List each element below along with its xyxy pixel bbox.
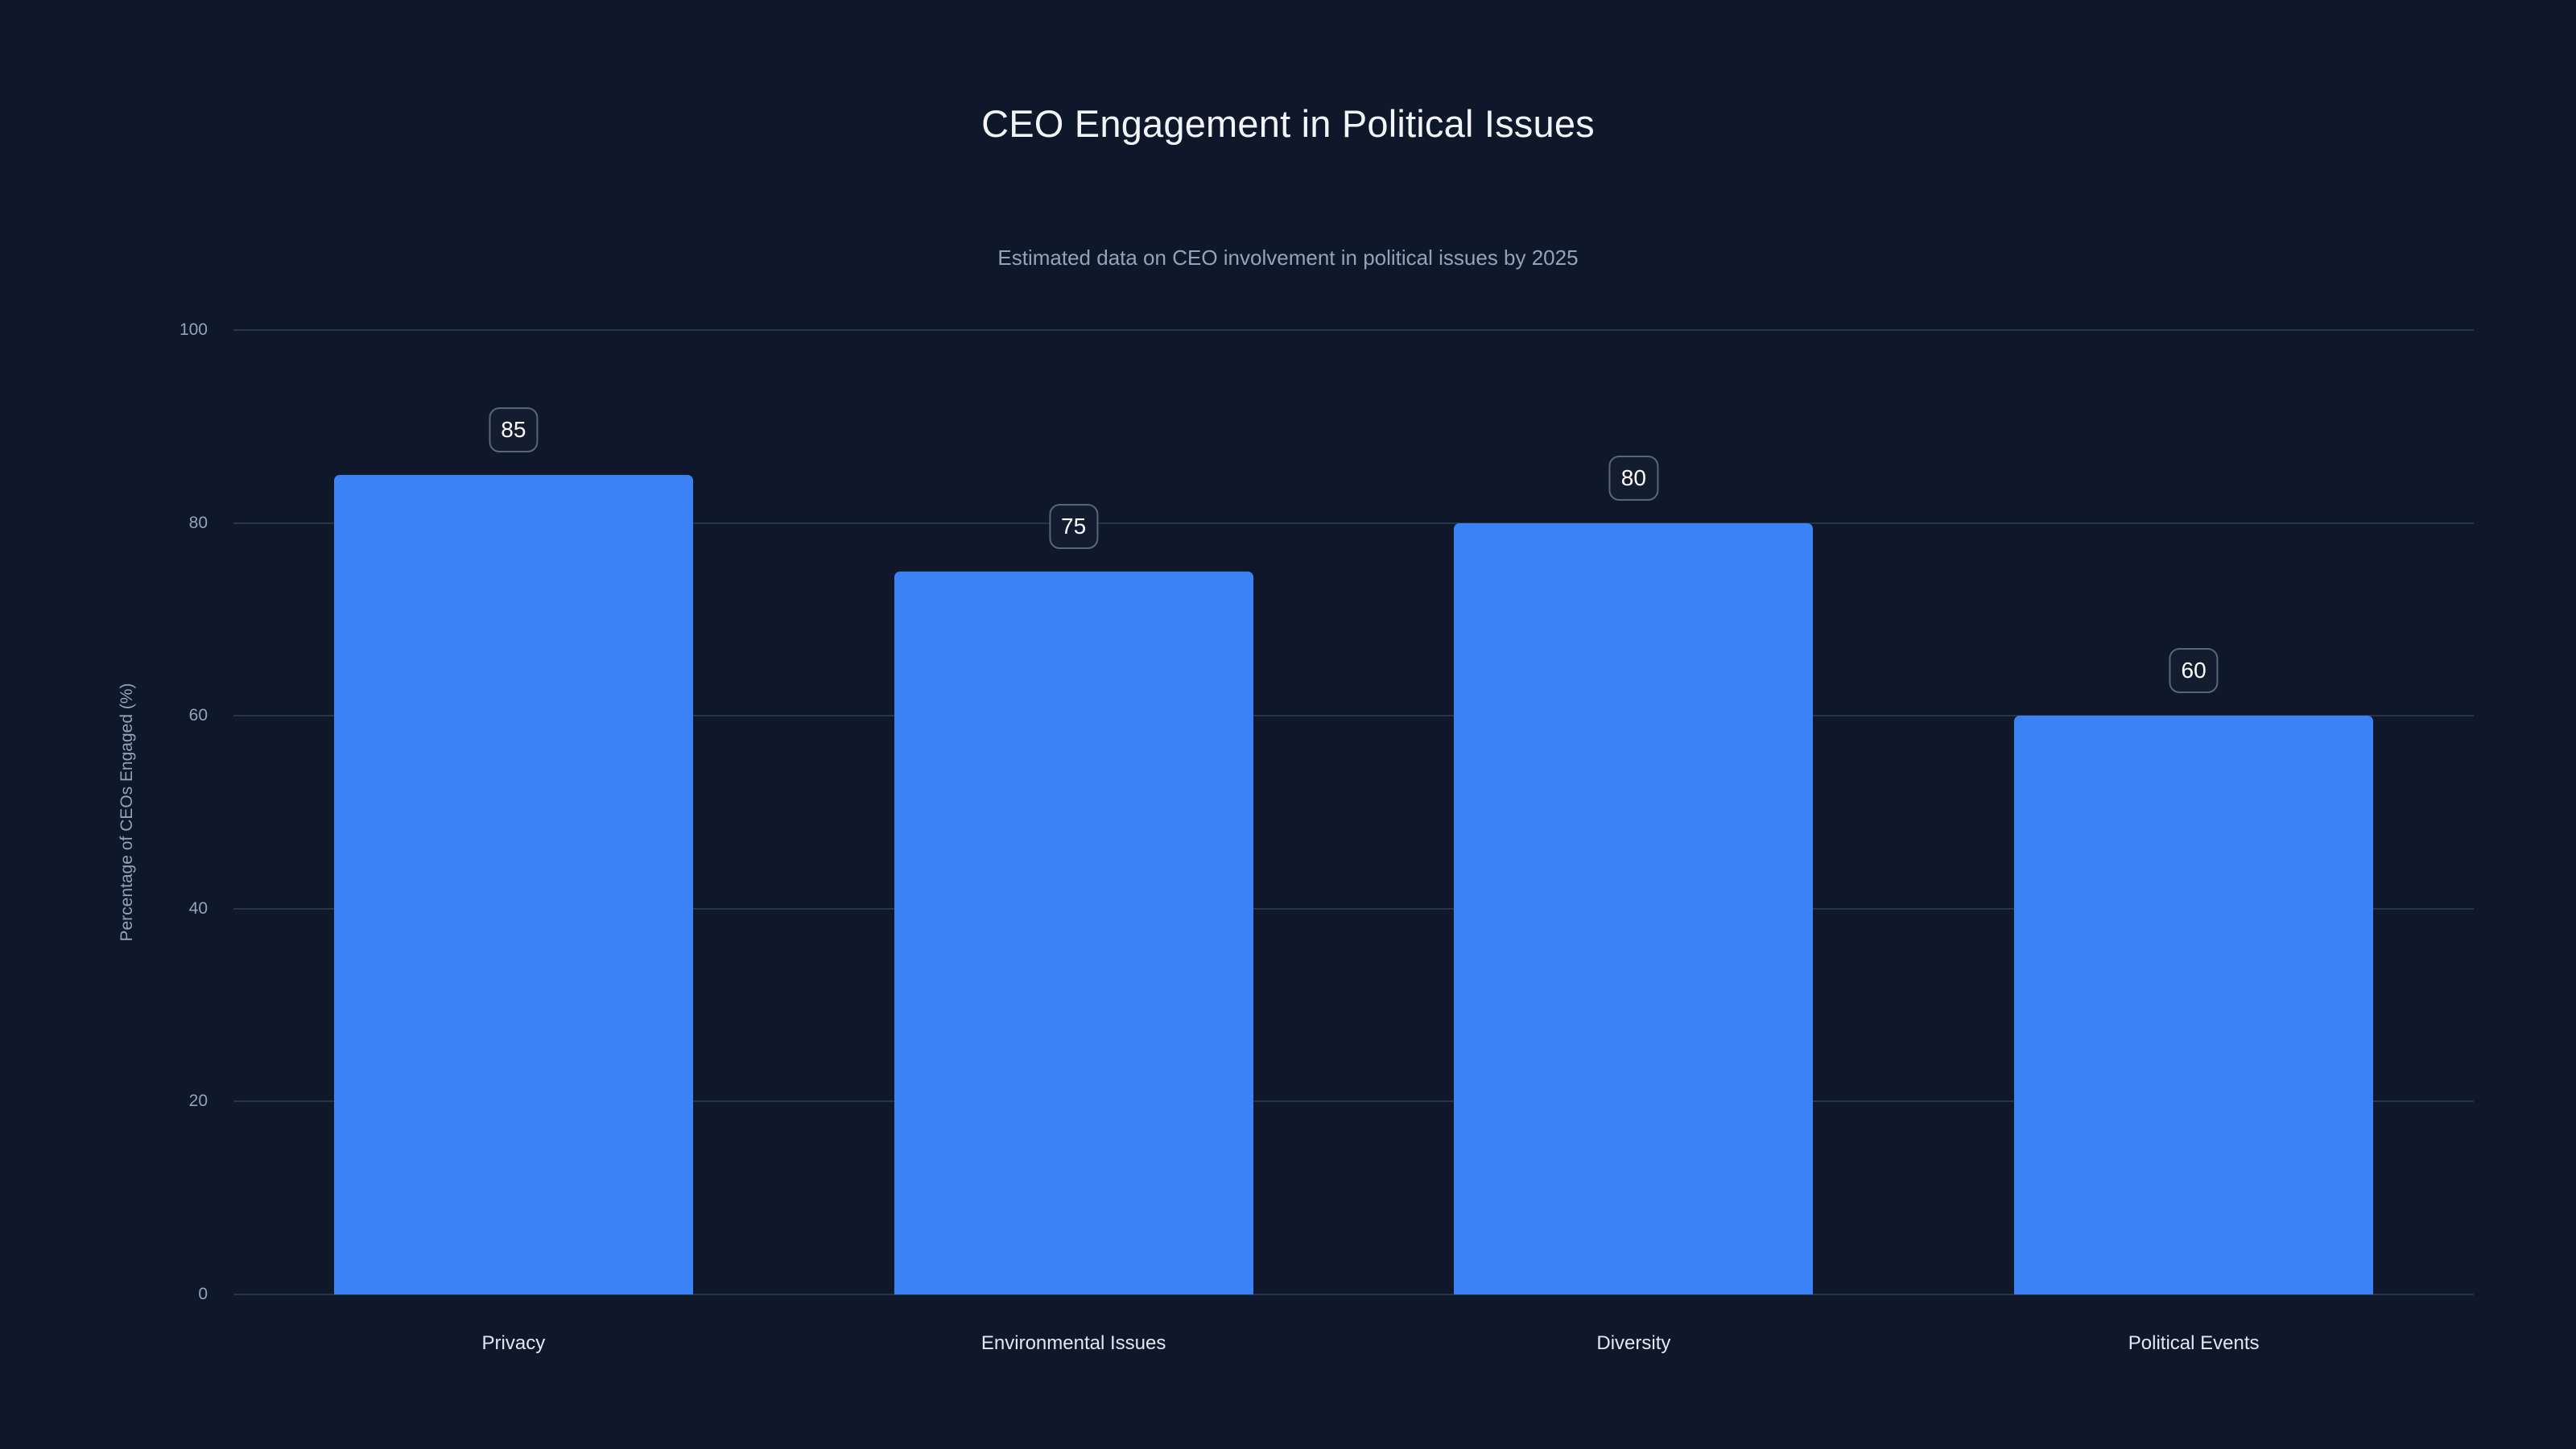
bar-value-badge: 75 — [1049, 503, 1099, 549]
gridline — [233, 329, 2474, 331]
bar-value-badge: 80 — [1608, 455, 1658, 501]
gridline — [233, 522, 2474, 524]
y-axis-tick-label: 80 — [188, 513, 208, 532]
bar[interactable] — [1454, 522, 1814, 1294]
gridline — [233, 715, 2474, 717]
y-axis-tick-label: 40 — [188, 898, 208, 918]
y-axis-tick-label: 20 — [188, 1092, 208, 1111]
bar[interactable] — [2014, 716, 2374, 1294]
y-axis-tick-label: 60 — [188, 706, 208, 725]
x-axis-tick-label: Political Events — [2128, 1332, 2260, 1354]
y-axis-tick-label: 100 — [179, 320, 208, 339]
gridline — [233, 907, 2474, 910]
chart-subtitle: Estimated data on CEO involvement in pol… — [997, 246, 1579, 270]
gridline — [233, 1100, 2474, 1103]
x-axis-tick-label: Diversity — [1596, 1332, 1671, 1354]
bar-value-badge: 85 — [489, 407, 539, 452]
y-axis-tick-labels: 100 80 60 40 20 0 — [0, 320, 208, 1303]
gridline — [233, 1294, 2474, 1295]
plot-area — [233, 329, 2474, 1295]
bar[interactable] — [894, 571, 1253, 1294]
bar-value-badge: 60 — [2169, 648, 2219, 694]
x-axis-tick-label: Environmental Issues — [980, 1332, 1166, 1354]
bar[interactable] — [333, 474, 693, 1294]
y-axis-tick-label: 0 — [198, 1285, 208, 1303]
x-axis-tick-label: Privacy — [481, 1332, 546, 1354]
chart-title: CEO Engagement in Political Issues — [981, 102, 1595, 145]
